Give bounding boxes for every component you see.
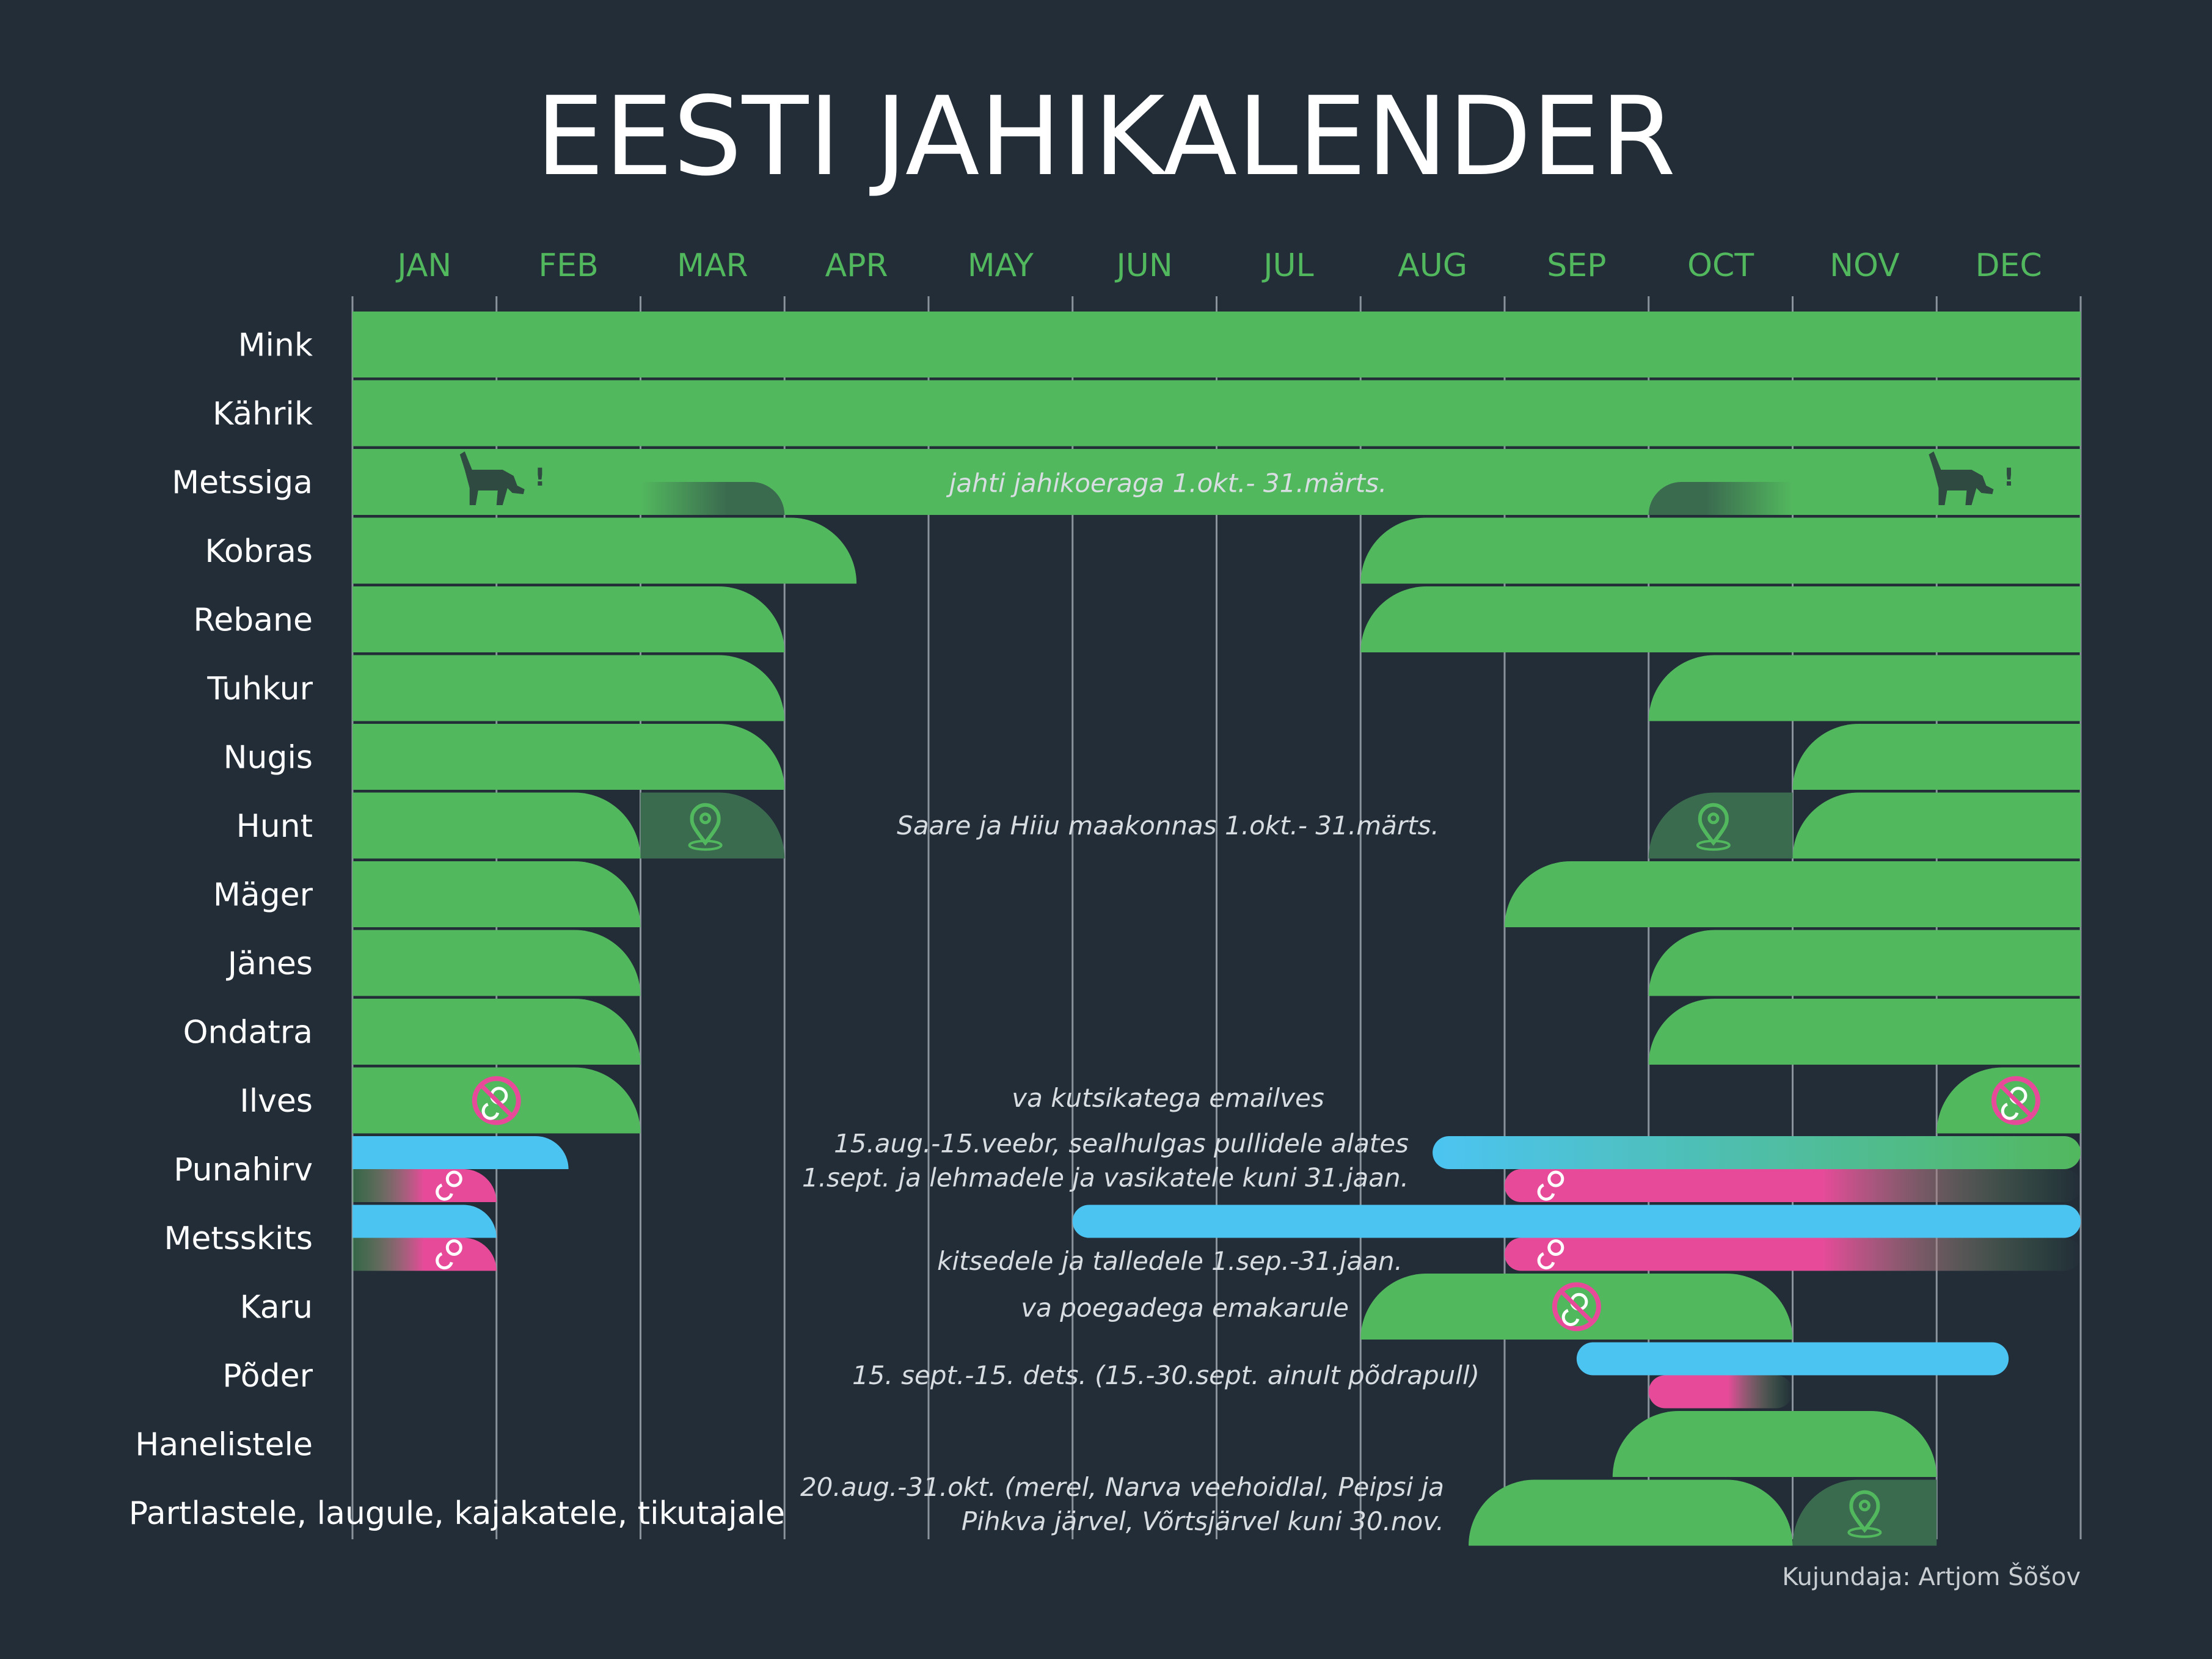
- pacifier-icon: [1537, 1239, 1564, 1270]
- species-label: Punahirv: [173, 1151, 313, 1188]
- pacifier-icon: [1537, 1170, 1564, 1201]
- month-label: MAY: [968, 247, 1034, 284]
- season-bar-season: [352, 792, 641, 859]
- season-bar-season: [352, 999, 641, 1065]
- season-bar-special: [640, 482, 785, 515]
- chart-notes: jahti jahikoeraga 1.okt.- 31.märts. Saare…: [800, 468, 1480, 1536]
- season-bar-season: [352, 930, 641, 996]
- season-bar-season: [1648, 655, 2081, 721]
- note-text: Saare ja Hiiu maakonnas 1.okt.- 31.märts…: [897, 811, 1439, 840]
- note-text: 20.aug.-31.okt. (merel, Narva veehoidlal…: [800, 1472, 1444, 1502]
- month-label: JAN: [395, 247, 451, 284]
- season-bar-season: [352, 861, 641, 927]
- season-bar-season: [1360, 586, 2081, 652]
- note-text: va poegadega emakarule: [1021, 1293, 1349, 1322]
- note-text: kitsedele ja talledele 1.sep.-31.jaan.: [937, 1246, 1403, 1276]
- season-bar-season: [1612, 1411, 1937, 1477]
- species-label: Hunt: [236, 808, 313, 845]
- credit-text: Kujundaja: Artjom Šõšov: [1782, 1562, 2081, 1591]
- season-bar-young: [1648, 1375, 1793, 1409]
- chart-icons: !!: [436, 451, 2040, 1538]
- species-label: Ilves: [239, 1083, 313, 1120]
- season-bar-young: [352, 1238, 497, 1271]
- svg-text:!: !: [535, 464, 546, 492]
- season-bar-special: [640, 792, 785, 859]
- season-bar-male: [352, 1205, 497, 1238]
- pacifier-icon: [436, 1170, 462, 1201]
- no-young-icon: [1991, 1076, 2040, 1125]
- chart-title: EESTI JAHIKALENDER: [536, 73, 1676, 200]
- month-label: DEC: [1976, 247, 2042, 284]
- hunting-dog-icon: !: [1929, 451, 2015, 505]
- season-bar-young: [1505, 1169, 2081, 1202]
- note-text: 1.sept. ja lehmadele ja vasikatele kuni …: [802, 1162, 1409, 1192]
- month-axis: JAN FEB MAR APR MAY JUN JUL AUG SEP OCT NOV DEC: [395, 247, 2042, 284]
- species-labels: Mink Kährik Metssiga Kobras Rebane Tuhkur Nugi…: [129, 327, 785, 1532]
- species-label: Nugis: [224, 739, 313, 776]
- note-text: 15.aug.-15.veebr, sealhulgas pullidele a…: [834, 1128, 1409, 1158]
- location-pin-icon: [1696, 803, 1731, 851]
- season-bar-season: [352, 724, 785, 790]
- season-bar-season: [352, 449, 2081, 515]
- season-bar-season: [1792, 792, 2081, 859]
- species-label: Jänes: [226, 946, 313, 982]
- season-bar-male: [352, 1136, 569, 1169]
- season-bar-special: [1648, 792, 1793, 859]
- no-young-icon: [472, 1076, 521, 1125]
- season-bars: [352, 312, 2081, 1546]
- month-label: SEP: [1547, 247, 1606, 284]
- season-bar-special: [1648, 482, 1793, 515]
- season-bar-season: [1360, 517, 2081, 584]
- month-label: NOV: [1830, 247, 1900, 284]
- species-label: Ondatra: [183, 1014, 313, 1051]
- season-bar-season: [1648, 930, 2081, 996]
- species-label: Karu: [240, 1289, 313, 1325]
- species-label: Mink: [238, 327, 313, 363]
- note-text: va kutsikatega emailves: [1012, 1083, 1324, 1113]
- month-label: JUL: [1261, 247, 1313, 284]
- species-label: Hanelistele: [135, 1426, 313, 1463]
- season-bar-season: [352, 655, 785, 721]
- species-label: Kobras: [205, 533, 313, 570]
- month-label: OCT: [1687, 247, 1754, 284]
- species-label: Kährik: [213, 396, 313, 432]
- species-label: Mäger: [213, 877, 313, 913]
- note-text: Pihkva järvel, Võrtsjärvel kuni 30.nov.: [962, 1506, 1444, 1536]
- location-pin-icon: [1847, 1490, 1882, 1538]
- location-pin-icon: [688, 803, 723, 851]
- month-label: FEB: [538, 247, 598, 284]
- pacifier-icon: [436, 1239, 462, 1270]
- season-bar-season: [1469, 1479, 1793, 1546]
- season-bar-season: [352, 586, 785, 652]
- season-bar-season: [352, 312, 2081, 377]
- svg-text:!: !: [2003, 464, 2014, 492]
- season-bar-male: [1576, 1342, 2009, 1376]
- month-label: JUN: [1114, 247, 1172, 284]
- season-bar-male: [1433, 1136, 2081, 1169]
- note-text: 15. sept.-15. dets. (15.-30.sept. ainult…: [852, 1360, 1480, 1390]
- species-label: Metsskits: [164, 1220, 313, 1257]
- note-text: jahti jahikoeraga 1.okt.- 31.märts.: [946, 468, 1387, 498]
- species-label: Partlastele, laugule, kajakatele, tikuta…: [129, 1495, 785, 1532]
- season-bar-season: [1792, 724, 2081, 790]
- season-bar-special: [1792, 1479, 1937, 1546]
- season-bar-male: [1072, 1205, 2081, 1238]
- season-bar-season: [1505, 861, 2081, 927]
- hunting-dog-icon: !: [459, 451, 546, 505]
- species-label: Tuhkur: [206, 671, 313, 707]
- species-label: Metssiga: [172, 464, 313, 501]
- season-bar-young: [352, 1169, 497, 1202]
- no-young-icon: [1552, 1282, 1601, 1332]
- season-bar-season: [352, 517, 857, 584]
- species-label: Põder: [222, 1358, 313, 1395]
- species-label: Rebane: [193, 602, 313, 638]
- season-bar-season: [1648, 999, 2081, 1065]
- season-bar-young: [1505, 1238, 2081, 1271]
- month-label: AUG: [1398, 247, 1467, 284]
- season-bar-season: [352, 380, 2081, 447]
- month-label: APR: [825, 247, 888, 284]
- month-label: MAR: [677, 247, 748, 284]
